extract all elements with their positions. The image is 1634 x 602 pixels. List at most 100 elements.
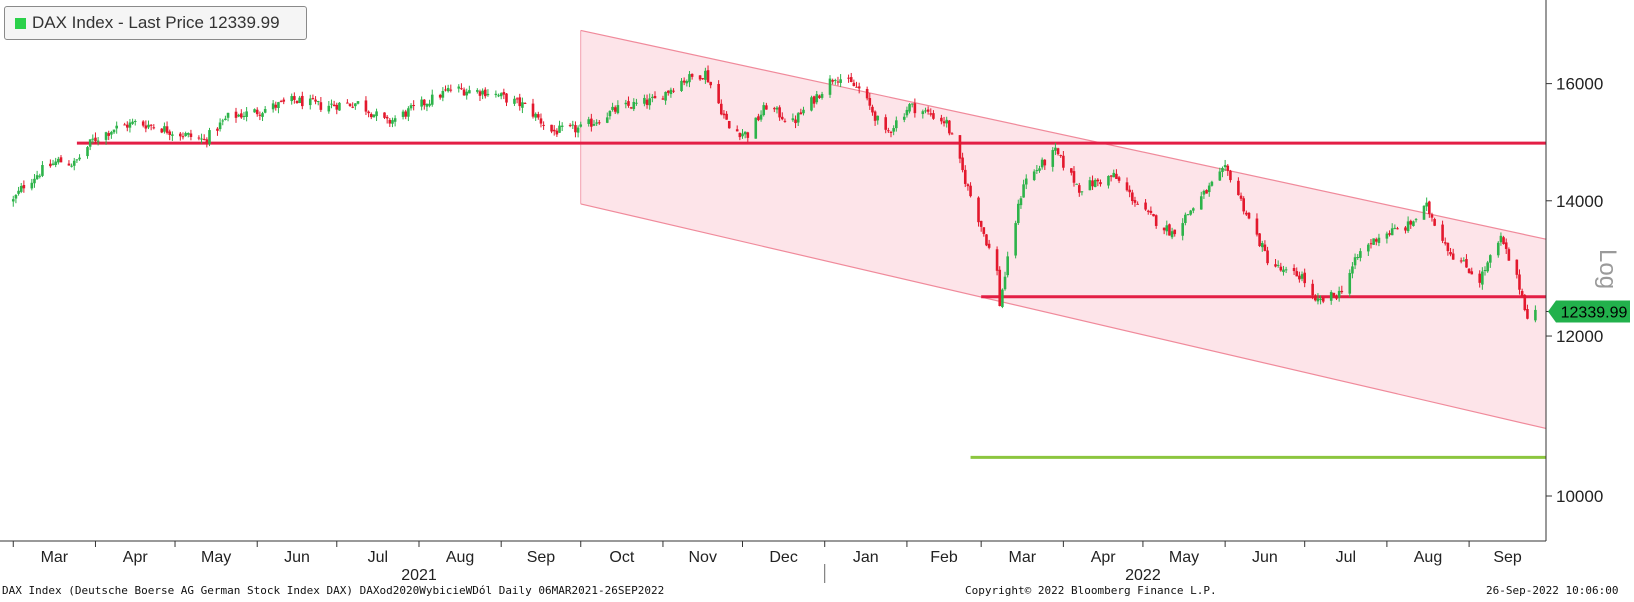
candle-body (802, 109, 805, 114)
candle-body (815, 94, 819, 103)
candle-body (1168, 224, 1171, 236)
candle-body (651, 96, 654, 98)
candle-body (282, 99, 286, 102)
candle-body (1279, 266, 1283, 271)
candle-body (613, 107, 617, 112)
candle-body (1149, 210, 1153, 213)
candle-body (216, 128, 219, 131)
candle-body (1107, 176, 1110, 186)
candle-body (465, 91, 469, 96)
candle-body (985, 234, 988, 246)
candle-body (1210, 181, 1214, 186)
candle-body (72, 160, 76, 166)
candle-body (884, 117, 888, 130)
candle-body (1112, 172, 1116, 178)
candle-body (457, 86, 461, 89)
candle-body (1242, 198, 1245, 212)
candle-body (385, 116, 389, 119)
x-tick-label: Apr (123, 549, 149, 566)
x-tick-label: Oct (609, 549, 634, 566)
candle-body (1388, 233, 1391, 235)
candle-body (497, 95, 500, 97)
candle-body (449, 89, 453, 91)
candle-body (1446, 242, 1450, 252)
candle-body (1311, 283, 1314, 296)
candle-body (698, 75, 702, 80)
candle-body (404, 111, 408, 117)
candle-body (1054, 147, 1057, 151)
candle-body (171, 134, 174, 136)
candle-body (1115, 173, 1118, 179)
candle-body (1348, 272, 1352, 294)
candle-body (263, 109, 267, 113)
candle-body (1406, 221, 1410, 232)
candle-body (1019, 198, 1023, 206)
candle-body (372, 114, 376, 118)
candle-body (277, 102, 280, 109)
candle-body (369, 113, 373, 118)
candle-body (550, 124, 553, 132)
candle-body (1443, 242, 1447, 244)
candle-body (96, 140, 100, 142)
candle-body (1186, 214, 1190, 216)
candle-body (460, 88, 463, 90)
candle-body (1056, 148, 1060, 155)
candle-body (1096, 179, 1100, 182)
candle-body (542, 124, 545, 126)
candle-body (351, 106, 354, 108)
x-year-label: 2021 (401, 567, 437, 584)
candle-body (1144, 202, 1147, 210)
candle-body (168, 131, 172, 135)
candle-body (1237, 180, 1240, 196)
candle-body (773, 108, 776, 110)
candle-body (1374, 239, 1378, 242)
candle-body (383, 112, 386, 118)
candle-body (290, 96, 293, 102)
candle-body (308, 98, 312, 106)
candle-body (1404, 227, 1407, 231)
candle-body (1024, 178, 1028, 185)
chart-legend: DAX Index - Last Price 12339.99 (4, 6, 307, 40)
candle-body (632, 101, 636, 110)
candle-body (33, 178, 36, 184)
candle-body (1202, 190, 1206, 195)
candle-body (834, 79, 837, 81)
candle-body (234, 111, 238, 118)
candle-body (849, 77, 853, 82)
candle-body (942, 121, 946, 124)
candle-body (1181, 223, 1185, 236)
candle-body (1300, 274, 1304, 279)
candle-body (913, 103, 917, 114)
candle-body (59, 157, 63, 163)
candle-body (86, 147, 89, 157)
candle-body (847, 77, 850, 79)
candle-body (1316, 298, 1320, 302)
candle-body (1199, 196, 1203, 210)
candle-body (1526, 309, 1529, 319)
candle-body (1372, 238, 1375, 245)
candle-body (1014, 223, 1017, 256)
candle-body (1313, 295, 1317, 301)
candle-body (1173, 229, 1177, 235)
candle-body (1245, 212, 1248, 215)
candle-body (1184, 214, 1187, 223)
candle-body (648, 98, 651, 106)
candle-body (590, 118, 593, 127)
candle-body (579, 124, 583, 127)
candle-body (910, 103, 914, 105)
candle-body (1109, 175, 1113, 177)
candle-body (780, 116, 784, 120)
candle-body (221, 120, 225, 122)
candle-body (725, 113, 728, 120)
candle-body (131, 121, 134, 124)
candle-body (560, 125, 564, 127)
candle-body (876, 115, 880, 121)
candle-body (35, 175, 39, 180)
candle-body (133, 121, 137, 123)
candle-body (555, 130, 559, 135)
candle-body (685, 81, 689, 84)
candle-body (1465, 259, 1468, 268)
candle-body (316, 101, 320, 103)
candle-body (902, 116, 906, 120)
candle-body (701, 78, 705, 80)
